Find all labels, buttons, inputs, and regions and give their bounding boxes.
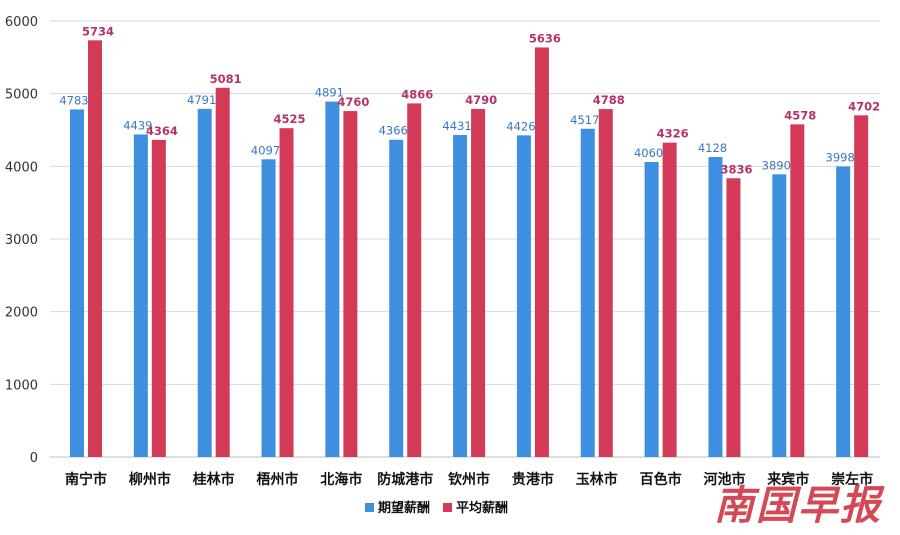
data-label: 4788: [593, 93, 625, 107]
data-label: 4790: [465, 93, 497, 107]
bar-average-salary: [151, 139, 166, 457]
bar-expected-salary: [708, 157, 723, 458]
bar-average-salary: [534, 47, 549, 457]
x-tick-label: 崇左市: [831, 471, 873, 488]
x-tick-label: 来宾市: [766, 471, 809, 488]
x-tick-label: 南宁市: [65, 471, 107, 488]
legend-swatch: [365, 503, 374, 512]
bar-expected-salary: [516, 135, 531, 458]
bar-expected-salary: [772, 174, 787, 457]
bar-average-salary: [598, 109, 613, 458]
bar-average-salary: [88, 40, 102, 457]
bar-expected-salary: [325, 101, 340, 457]
data-label: 4866: [401, 87, 433, 101]
data-label: 4760: [337, 95, 369, 109]
data-label: 4891: [315, 86, 344, 100]
data-label: 4517: [570, 113, 599, 127]
bar-average-salary: [279, 128, 294, 457]
data-label: 4525: [274, 112, 306, 126]
data-label: 4060: [634, 146, 663, 160]
bar-expected-salary: [580, 128, 595, 458]
y-tick-label: 2000: [5, 306, 38, 321]
data-label: 3998: [826, 150, 855, 164]
bar-expected-salary: [197, 108, 212, 457]
y-tick-label: 4000: [5, 160, 38, 175]
x-tick-label: 防城港市: [377, 471, 433, 488]
data-label: 3836: [720, 162, 752, 176]
data-label: 4702: [848, 99, 880, 113]
x-tick-label: 梧州市: [257, 471, 299, 488]
legend-label: 平均薪酬: [456, 500, 508, 516]
bar-expected-salary: [453, 135, 468, 458]
data-label: 4439: [123, 118, 152, 132]
data-label: 3890: [762, 158, 791, 172]
legend-label: 期望薪酬: [378, 500, 430, 516]
bar-average-salary: [343, 111, 358, 458]
x-tick-label: 贵港市: [512, 471, 554, 488]
data-label: 5636: [529, 31, 561, 45]
data-label: 4366: [379, 124, 408, 138]
x-tick-label: 钦州市: [448, 471, 490, 488]
data-label: 4791: [187, 93, 216, 107]
bar-average-salary: [726, 178, 741, 457]
bar-expected-salary: [133, 134, 148, 457]
bar-average-salary: [790, 124, 805, 457]
legend-swatch: [443, 503, 452, 512]
y-tick-label: 0: [30, 451, 38, 466]
bar-expected-salary: [836, 166, 851, 457]
bar-average-salary: [662, 142, 677, 458]
y-tick-label: 3000: [5, 233, 38, 248]
y-tick-label: 6000: [5, 15, 38, 30]
data-label: 4364: [146, 124, 178, 138]
data-label: 4578: [784, 108, 816, 122]
x-tick-label: 柳州市: [129, 471, 171, 488]
data-label: 5734: [82, 24, 114, 38]
data-label: 4426: [506, 119, 535, 133]
x-tick-label: 百色市: [640, 471, 682, 488]
watermark-logo: 南国早报: [714, 482, 882, 529]
bar-average-salary: [471, 108, 486, 457]
x-tick-label: 桂林市: [192, 471, 235, 488]
bar-expected-salary: [644, 161, 659, 457]
x-tick-label: 玉林市: [576, 471, 618, 488]
data-label: 4431: [442, 119, 471, 133]
data-label: 4326: [657, 127, 689, 141]
x-tick-label: 北海市: [320, 471, 362, 488]
data-label: 4783: [59, 93, 88, 107]
bar-expected-salary: [389, 139, 404, 457]
data-label: 4128: [698, 141, 727, 155]
bar-expected-salary: [261, 159, 276, 457]
data-label: 5081: [210, 72, 242, 86]
bar-average-salary: [215, 87, 230, 457]
y-tick-label: 1000: [5, 378, 38, 393]
x-tick-label: 河池市: [703, 471, 745, 488]
bar-average-salary: [407, 103, 422, 458]
bar-average-salary: [854, 115, 869, 457]
data-label: 4097: [251, 143, 280, 157]
bar-expected-salary: [70, 109, 84, 457]
y-tick-label: 5000: [5, 88, 38, 103]
